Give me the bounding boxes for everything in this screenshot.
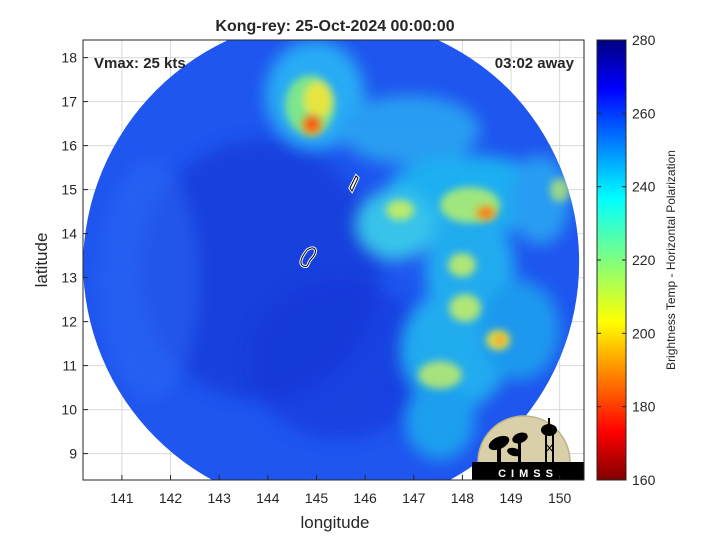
colorbar-tick-label: 240 bbox=[632, 179, 656, 195]
colorbar-gradient bbox=[596, 39, 627, 481]
y-tick-label: 18 bbox=[61, 50, 77, 66]
colorbar-tick-label: 260 bbox=[632, 105, 656, 121]
y-tick-label: 14 bbox=[61, 226, 77, 242]
x-tick-label: 143 bbox=[208, 490, 232, 506]
colorbar-label: Brightness Temp - Horizontal Polarizatio… bbox=[664, 150, 678, 370]
x-tick-label: 148 bbox=[451, 490, 475, 506]
y-tick-label: 15 bbox=[61, 182, 77, 198]
colorbar-tick-label: 220 bbox=[632, 252, 656, 268]
vmax-label: Vmax: 25 kts bbox=[94, 55, 186, 72]
cimss-logo-text: CIMSS bbox=[498, 468, 558, 480]
y-tick-label: 12 bbox=[61, 314, 77, 330]
map-title: Kong-rey: 25-Oct-2024 00:00:00 bbox=[215, 18, 454, 35]
y-tick-label: 16 bbox=[61, 138, 77, 154]
y-tick-label: 13 bbox=[61, 270, 77, 286]
colorbar-tick-label: 200 bbox=[632, 325, 656, 341]
axis-ticks bbox=[83, 57, 561, 480]
x-tick-labels: 141 142 143 144 145 146 147 148 149 150 bbox=[110, 490, 571, 506]
x-tick-label: 146 bbox=[353, 490, 377, 506]
x-tick-label: 142 bbox=[159, 490, 183, 506]
x-tick-label: 149 bbox=[499, 490, 523, 506]
colorbar-tick-label: 280 bbox=[632, 32, 656, 48]
y-tick-label: 9 bbox=[69, 446, 77, 462]
y-tick-labels: 9 10 11 12 13 14 15 16 17 18 bbox=[61, 50, 77, 462]
x-tick-label: 141 bbox=[110, 490, 134, 506]
y-tick-label: 10 bbox=[61, 402, 77, 418]
colorbar-tick-label: 160 bbox=[632, 472, 656, 488]
storm-marker-outline bbox=[300, 175, 359, 267]
cimss-logo: CIMSS bbox=[472, 415, 584, 480]
x-axis-label: longitude bbox=[300, 513, 369, 532]
colorbar: 280 260 240 220 200 180 160 Brightness Temp - … bbox=[596, 32, 678, 488]
x-tick-label: 144 bbox=[256, 490, 280, 506]
time-away-label: 03:02 away bbox=[495, 55, 575, 72]
y-tick-label: 17 bbox=[61, 94, 77, 110]
y-tick-label: 11 bbox=[62, 358, 77, 374]
y-axis-label: latitude bbox=[32, 233, 51, 288]
x-tick-label: 150 bbox=[548, 490, 572, 506]
colorbar-tick-label: 180 bbox=[632, 399, 656, 415]
x-tick-label: 147 bbox=[402, 490, 426, 506]
x-tick-label: 145 bbox=[305, 490, 329, 506]
plot-area: CIMSS Vmax: 25 kts 03:02 away bbox=[82, 39, 585, 481]
colorbar-ticks: 280 260 240 220 200 180 160 bbox=[597, 32, 656, 488]
swath-imagery bbox=[83, 40, 580, 480]
axes-frame bbox=[82, 39, 585, 481]
